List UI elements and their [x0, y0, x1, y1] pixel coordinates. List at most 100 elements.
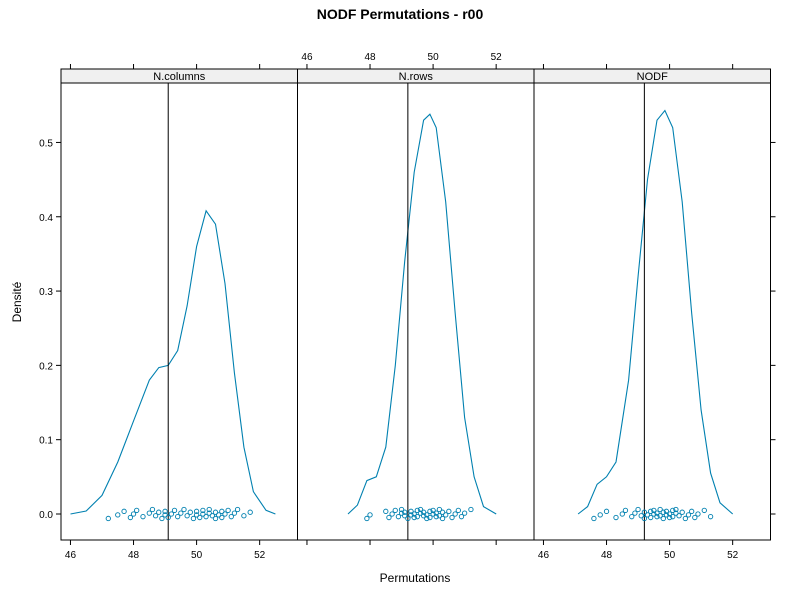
data-point: [171, 507, 178, 514]
data-point: [692, 514, 698, 521]
data-point: [383, 508, 389, 514]
data-point: [181, 506, 187, 513]
data-point: [115, 512, 121, 518]
data-point: [411, 511, 417, 517]
data-point: [455, 507, 461, 514]
data-point: [127, 514, 134, 521]
data-point: [247, 509, 253, 515]
data-point: [632, 510, 638, 516]
x-tick-label: 48: [601, 550, 613, 561]
data-point: [461, 510, 468, 516]
x-tick-label: 46: [538, 550, 550, 561]
y-tick-label: 0.0: [39, 510, 53, 521]
data-point: [414, 507, 420, 514]
data-point: [225, 507, 231, 514]
data-point: [162, 508, 168, 514]
data-point: [209, 513, 216, 519]
data-point: [402, 509, 408, 515]
data-point: [212, 509, 219, 515]
x-tick-label: 46: [301, 52, 313, 63]
x-tick-label: 46: [65, 550, 77, 561]
data-point: [622, 507, 629, 514]
data-point: [190, 515, 197, 522]
data-point: [682, 515, 689, 522]
data-point: [105, 515, 111, 522]
data-point: [121, 508, 127, 514]
data-point: [392, 507, 398, 514]
data-point: [408, 508, 414, 514]
data-point: [146, 510, 152, 516]
data-point: [203, 514, 209, 520]
data-point: [206, 506, 212, 513]
data-point: [241, 513, 247, 519]
data-point: [670, 507, 676, 514]
data-point: [591, 515, 597, 522]
chart-title: NODF Permutations - r00: [317, 6, 484, 22]
data-point: [657, 513, 663, 519]
data-point: [663, 512, 670, 518]
data-point: [657, 506, 663, 513]
data-point: [398, 510, 405, 516]
panel-frame: [297, 82, 535, 541]
density-curve: [577, 109, 734, 515]
data-point: [446, 508, 452, 514]
data-point: [433, 510, 439, 516]
data-point: [152, 513, 159, 519]
x-tick-label: 48: [364, 52, 376, 63]
data-point: [439, 509, 446, 515]
x-axis-label: Permutations: [380, 571, 451, 585]
data-point: [395, 514, 402, 520]
data-point: [427, 508, 433, 514]
y-tick-label: 0.1: [39, 436, 53, 447]
data-point: [679, 509, 685, 515]
data-point: [140, 514, 146, 520]
data-point: [458, 514, 465, 520]
data-point: [231, 510, 238, 516]
data-point: [666, 514, 673, 521]
data-point: [701, 507, 707, 514]
x-tick-label: 50: [191, 550, 203, 561]
data-point: [417, 510, 424, 516]
x-tick-label: 52: [491, 52, 503, 63]
data-point: [468, 506, 474, 513]
data-point: [367, 512, 373, 518]
panel-strip-label: N.columns: [153, 71, 205, 83]
data-point: [443, 512, 449, 518]
data-point: [212, 515, 219, 522]
density-curve: [70, 209, 276, 515]
data-point: [673, 506, 679, 513]
data-point: [603, 508, 610, 514]
data-point: [402, 513, 408, 519]
data-point: [452, 511, 458, 517]
x-tick-label: 52: [254, 550, 266, 561]
data-point: [449, 514, 455, 521]
y-tick-label: 0.2: [39, 361, 53, 372]
y-axis-label: Densité: [10, 281, 24, 322]
data-point: [386, 514, 392, 521]
data-point: [228, 514, 234, 520]
data-point: [430, 511, 436, 517]
data-point: [629, 514, 635, 520]
data-point: [439, 515, 446, 522]
data-point: [676, 513, 682, 519]
panel-n-rows: N.rows 46 48 50 52: [297, 52, 535, 545]
data-point: [200, 507, 206, 514]
data-point: [364, 515, 370, 522]
data-point: [130, 511, 137, 517]
data-point: [222, 511, 228, 517]
data-point: [405, 515, 411, 522]
data-point: [193, 508, 200, 514]
data-point: [597, 512, 603, 518]
data-point: [654, 510, 660, 516]
data-point: [389, 511, 395, 517]
data-point: [638, 513, 644, 519]
panel-strip-label: NODF: [637, 71, 668, 83]
data-point: [187, 509, 193, 515]
data-point: [430, 507, 436, 514]
data-point: [619, 511, 625, 517]
data-point: [424, 515, 430, 522]
data-point: [673, 510, 679, 516]
data-point: [168, 511, 175, 517]
data-point: [193, 512, 200, 518]
